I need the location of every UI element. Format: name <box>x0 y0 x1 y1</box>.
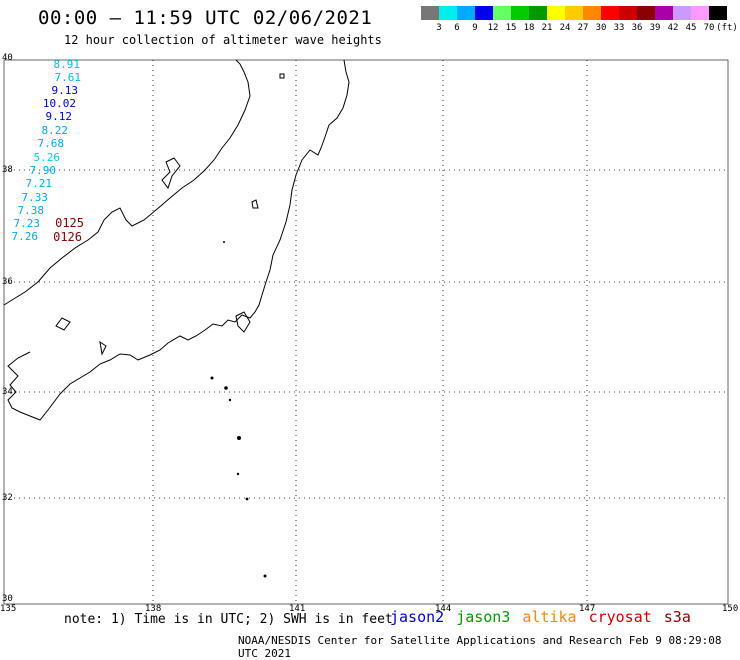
scale-swatch <box>457 6 475 20</box>
satellite-s3a: s3a <box>663 608 691 626</box>
scale-swatch <box>511 6 529 20</box>
scale-label: 3 <box>436 23 442 33</box>
scale-swatch <box>709 6 727 20</box>
wave-value: 9.13 <box>51 84 79 97</box>
lon-label-147: 147 <box>579 604 595 614</box>
wave-value: 7.38 <box>17 204 45 217</box>
scale-swatch <box>493 6 511 20</box>
scale-swatch <box>475 6 493 20</box>
lon-label-141: 141 <box>289 604 305 614</box>
scale-label: 21 <box>541 23 553 33</box>
satellite-legend: jason2 jason3 altika cryosat s3a <box>390 608 703 626</box>
wave-value: 7.26 <box>11 230 39 243</box>
lon-label-138: 138 <box>145 604 161 614</box>
scale-label: 27 <box>577 23 589 33</box>
scale-swatch <box>421 6 439 20</box>
scale-label: 15 <box>505 23 517 33</box>
graticule <box>4 60 728 604</box>
wave-value: 7.68 <box>37 137 65 150</box>
wave-value: 7.61 <box>54 71 82 84</box>
scale-label: 45 <box>685 23 697 33</box>
satellite-cryosat: cryosat <box>588 608 652 626</box>
scale-swatch <box>619 6 637 20</box>
wave-value: 9.12 <box>45 110 73 123</box>
scale-swatch <box>529 6 547 20</box>
scale-label: 33 <box>613 23 625 33</box>
scale-swatch <box>439 6 457 20</box>
pass-time-label: 0125 <box>55 216 84 230</box>
scale-label: 6 <box>454 23 460 33</box>
lat-label-32: 32 <box>2 493 13 503</box>
lon-label-150: 150 <box>722 604 738 614</box>
lat-label-36: 36 <box>2 277 13 287</box>
lat-label-38: 38 <box>2 165 13 175</box>
lat-label-34: 34 <box>2 387 13 397</box>
scale-label: 39 <box>649 23 661 33</box>
scale-swatch <box>601 6 619 20</box>
lon-label-144: 144 <box>435 604 451 614</box>
scale-label: 70 <box>703 23 715 33</box>
lat-label-30: 30 <box>2 594 13 604</box>
scale-label: 9 <box>472 23 478 33</box>
scale-swatch <box>655 6 673 20</box>
map-frame <box>3 59 729 605</box>
satellite-altika: altika <box>522 608 577 626</box>
scale-swatch <box>673 6 691 20</box>
scale-swatch <box>547 6 565 20</box>
wave-value: 7.90 <box>29 164 57 177</box>
islands <box>210 241 267 578</box>
scale-label: (ft) <box>716 23 738 33</box>
lat-label-40: 40 <box>2 53 13 63</box>
scale-label: 24 <box>559 23 571 33</box>
wave-value: 7.23 <box>13 217 41 230</box>
chart-title: 00:00 – 11:59 UTC 02/06/2021 <box>38 7 373 29</box>
scale-label: 30 <box>595 23 607 33</box>
wave-value: 7.33 <box>21 191 49 204</box>
wave-value: 7.21 <box>25 177 53 190</box>
satellite-jason3: jason3 <box>456 608 511 626</box>
wave-value: 10.02 <box>42 97 76 110</box>
scale-swatch <box>583 6 601 20</box>
scale-label: 42 <box>667 23 679 33</box>
scale-swatch <box>637 6 655 20</box>
satellite-jason2: jason2 <box>390 608 445 626</box>
wave-value: 8.91 <box>53 58 81 71</box>
scale-swatch <box>565 6 583 20</box>
scale-label: 18 <box>523 23 535 33</box>
coastline <box>3 59 350 421</box>
footer-note: note: 1) Time is in UTC; 2) SWH is in fe… <box>64 612 393 627</box>
scale-label: 12 <box>487 23 499 33</box>
chart-subtitle: 12 hour collection of altimeter wave hei… <box>64 33 382 47</box>
wave-value: 8.22 <box>41 124 69 137</box>
scale-label: 36 <box>631 23 643 33</box>
credit-line: NOAA/NESDIS Center for Satellite Applica… <box>238 634 722 660</box>
lon-label-135: 135 <box>0 604 16 614</box>
wave-value: 5.26 <box>33 151 61 164</box>
pass-time-label: 0126 <box>53 230 82 244</box>
scale-swatch <box>691 6 709 20</box>
